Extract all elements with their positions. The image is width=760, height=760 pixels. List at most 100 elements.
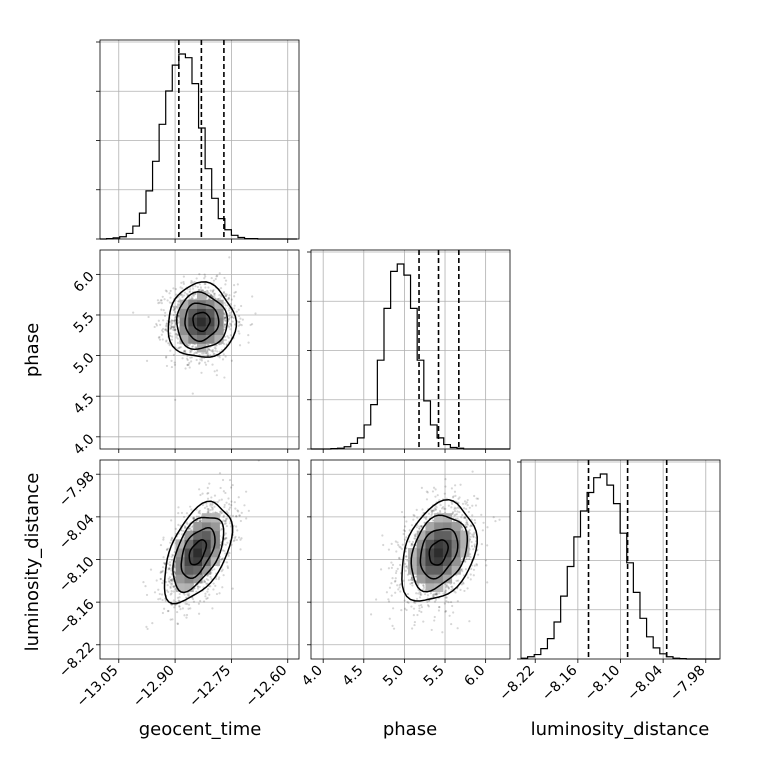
scatter-point: [455, 507, 458, 510]
scatter-point: [169, 585, 172, 588]
scatter-point: [445, 600, 448, 603]
scatter-point: [460, 583, 463, 586]
scatter-point: [168, 561, 172, 564]
scatter-point: [235, 525, 238, 528]
scatter-point: [395, 569, 398, 573]
scatter-point: [174, 604, 177, 607]
scatter-point: [187, 594, 191, 598]
scatter-point: [391, 624, 394, 627]
scatter-point: [172, 287, 175, 290]
scatter-point: [159, 543, 163, 547]
scatter-point: [192, 600, 196, 603]
scatter-point: [413, 537, 416, 540]
scatter-point: [456, 510, 459, 513]
scatter-point: [443, 602, 446, 605]
density-bin: [416, 539, 426, 549]
scatter-point: [229, 522, 232, 525]
density-bin: [175, 574, 186, 584]
scatter-point: [405, 555, 408, 558]
scatter-point: [194, 351, 197, 354]
scatter-point: [159, 570, 163, 573]
density-bin: [210, 530, 220, 540]
density-bin: [193, 539, 203, 549]
scatter-point: [224, 517, 228, 521]
scatter-point: [388, 617, 391, 620]
scatter-point: [229, 486, 233, 489]
scatter-point: [204, 592, 207, 595]
scatter-point: [457, 501, 460, 504]
scatter-point: [162, 309, 165, 312]
scatter-point: [227, 297, 230, 300]
scatter-point: [223, 505, 226, 509]
scatter-point: [471, 514, 474, 517]
scatter-point: [164, 599, 167, 602]
scatter-point: [186, 363, 189, 367]
scatter-point: [168, 567, 171, 570]
scatter-point: [225, 293, 228, 296]
scatter-point: [400, 547, 403, 551]
scatter-point: [453, 508, 456, 511]
scatter-point: [227, 336, 230, 339]
scatter-point: [250, 323, 254, 326]
scatter-point: [201, 289, 204, 292]
scatter-point: [451, 604, 454, 608]
x-axis-label-luminosity-distance: luminosity_distance: [531, 719, 710, 740]
scatter-point: [204, 275, 207, 278]
scatter-point: [182, 275, 185, 278]
density-bin: [188, 308, 198, 318]
scatter-point: [463, 515, 467, 519]
scatter-point: [161, 598, 164, 602]
scatter-point: [233, 323, 237, 326]
scatter-point: [402, 532, 405, 536]
scatter-point: [450, 622, 453, 626]
scatter-point: [210, 349, 213, 352]
scatter-point: [177, 303, 180, 306]
scatter-point: [183, 349, 186, 352]
scatter-point: [203, 580, 206, 584]
scatter-point: [457, 579, 460, 582]
scatter-point: [177, 314, 181, 317]
scatter-point: [161, 330, 165, 333]
scatter-point: [202, 352, 205, 355]
density-bin: [425, 574, 435, 584]
scatter-point: [223, 316, 227, 319]
scatter-point: [480, 543, 483, 546]
scatter-point: [170, 559, 174, 562]
scatter-point: [492, 516, 495, 519]
scatter-point: [184, 526, 187, 529]
scatter-point: [205, 502, 208, 505]
scatter-point: [443, 507, 446, 510]
scatter-point: [166, 322, 169, 325]
density-bin: [193, 565, 203, 575]
scatter-point: [233, 537, 236, 540]
scatter-point: [170, 592, 173, 595]
scatter-point: [174, 601, 177, 604]
scatter-point: [172, 585, 175, 588]
scatter-point: [172, 309, 176, 312]
scatter-point: [469, 553, 472, 556]
scatter-point: [173, 564, 176, 567]
scatter-point: [396, 541, 399, 544]
scatter-point: [187, 344, 190, 347]
scatter-point: [173, 307, 176, 310]
scatter-point: [198, 289, 201, 292]
scatter-point: [202, 600, 206, 603]
scatter-point: [486, 544, 489, 547]
scatter-point: [229, 302, 232, 306]
scatter-point: [169, 578, 172, 582]
scatter-point: [420, 524, 423, 528]
scatter-point: [420, 606, 424, 609]
scatter-point: [472, 535, 475, 539]
scatter-point: [444, 485, 447, 488]
scatter-point: [164, 328, 167, 331]
scatter-point: [213, 346, 216, 349]
density-bin: [460, 539, 470, 549]
scatter-point: [224, 313, 227, 316]
scatter-point: [173, 325, 176, 328]
scatter-point: [216, 274, 219, 277]
x-tick-label: 4.5: [340, 663, 367, 690]
scatter-point: [188, 361, 191, 364]
scatter-point: [209, 293, 212, 296]
scatter-point: [213, 505, 216, 508]
scatter-point: [211, 363, 214, 366]
